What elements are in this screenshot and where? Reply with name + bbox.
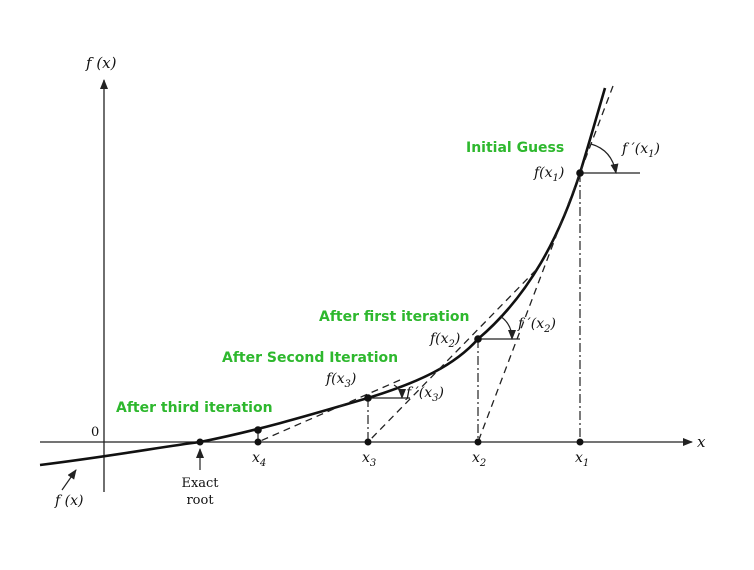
y-axis-label: f (x)	[85, 54, 117, 72]
label-fx1: f(x1)	[533, 165, 564, 184]
exact-root-label-1: Exact	[181, 476, 219, 491]
label-x4: x4	[252, 450, 266, 469]
annotation-after-first: After first iteration	[319, 309, 470, 325]
annotation-after-second: After Second Iteration	[222, 350, 398, 366]
curve-label-arrow	[61, 469, 77, 491]
annotation-after-third: After third iteration	[116, 400, 273, 416]
angle-arc-2	[499, 315, 516, 340]
angle-arc-1	[590, 143, 619, 174]
point-x3	[364, 438, 372, 446]
label-fx2: f(x2)	[429, 331, 460, 350]
point-x4	[254, 438, 262, 446]
point-fx1	[576, 169, 584, 177]
point-exact-root	[196, 438, 204, 446]
point-fx3	[364, 394, 372, 402]
label-dfx1: f ′(x1)	[621, 141, 660, 160]
exact-root-label-2: root	[186, 493, 214, 508]
annotation-initial-guess: Initial Guess	[466, 140, 564, 156]
x-axis-label: x	[697, 433, 706, 451]
point-fx4	[254, 426, 262, 434]
point-fx2	[474, 335, 482, 343]
point-x1	[576, 438, 584, 446]
point-x2	[474, 438, 482, 446]
origin-label: 0	[91, 425, 99, 440]
tangent-line-1	[477, 85, 614, 443]
label-x2: x2	[472, 450, 486, 469]
label-fx3: f(x3)	[325, 371, 356, 390]
label-x1: x1	[575, 450, 589, 469]
tangent-line-2	[367, 269, 537, 443]
label-dfx3: f ′(x3)	[405, 385, 444, 404]
label-dfx2: f ′(x2)	[517, 316, 556, 335]
angle-arc-3	[393, 384, 406, 399]
tangent-line-3	[257, 379, 401, 443]
curve-label: f (x)	[54, 493, 83, 509]
label-x3: x3	[362, 450, 376, 469]
